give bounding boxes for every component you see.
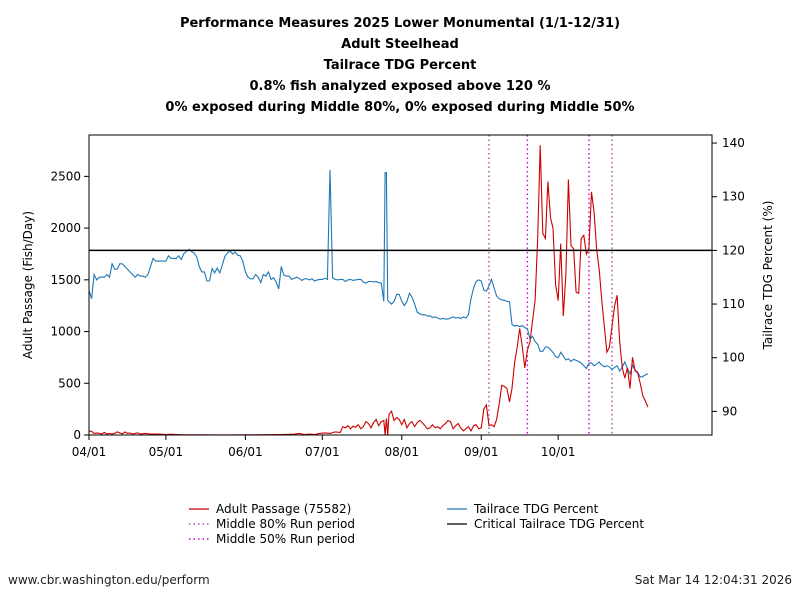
y-tick-label: 2500	[50, 169, 81, 183]
footer-timestamp: Sat Mar 14 12:04:31 2026	[634, 573, 792, 587]
y-axis-label: Adult Passage (Fish/Day)	[21, 211, 35, 359]
passage-series-line	[88, 145, 649, 436]
chart-title: Performance Measures 2025 Lower Monument…	[179, 16, 621, 31]
chart-subtitle-run-periods: 0% exposed during Middle 80%, 0% exposed…	[165, 100, 635, 115]
y2-axis-label: Tailrace TDG Percent (%)	[761, 201, 775, 351]
y-tick-label: 0	[73, 428, 81, 442]
y-tick-label: 2000	[50, 221, 81, 235]
x-tick-label: 10/01	[541, 445, 576, 459]
plot-frame	[88, 134, 713, 436]
legend-passage-label: Adult Passage (75582)	[216, 502, 351, 516]
legend-critical-label: Critical Tailrace TDG Percent	[474, 517, 644, 531]
legend-middle80-label: Middle 80% Run period	[216, 517, 355, 531]
chart-subtitle-measure: Tailrace TDG Percent	[323, 58, 477, 73]
legend-middle50-label: Middle 50% Run period	[216, 532, 355, 546]
y2-tick-label: 110	[722, 297, 745, 311]
y-tick-label: 1000	[50, 325, 81, 339]
y-tick-label: 1500	[50, 273, 81, 287]
x-tick-label: 07/01	[305, 445, 340, 459]
chart-subtitle-species: Adult Steelhead	[341, 37, 459, 52]
chart-titles: Performance Measures 2025 Lower Monument…	[0, 13, 800, 118]
x-tick-label: 06/01	[228, 445, 263, 459]
footer-url[interactable]: www.cbr.washington.edu/perform	[8, 573, 210, 587]
y2-tick-label: 90	[722, 404, 737, 418]
y2-tick-label: 140	[722, 136, 745, 150]
legend-tdg-label: Tailrace TDG Percent	[473, 502, 599, 516]
y2-tick-label: 100	[722, 351, 745, 365]
y-tick-label: 500	[58, 376, 81, 390]
y2-tick-label: 120	[722, 243, 745, 257]
chart-subtitle-exposure: 0.8% fish analyzed exposed above 120 %	[249, 79, 551, 94]
x-tick-label: 08/01	[384, 445, 419, 459]
y2-tick-label: 130	[722, 190, 745, 204]
x-tick-label: 05/01	[149, 445, 184, 459]
x-tick-label: 09/01	[464, 445, 499, 459]
x-tick-label: 04/01	[72, 445, 107, 459]
tdg-series-line	[88, 169, 649, 378]
